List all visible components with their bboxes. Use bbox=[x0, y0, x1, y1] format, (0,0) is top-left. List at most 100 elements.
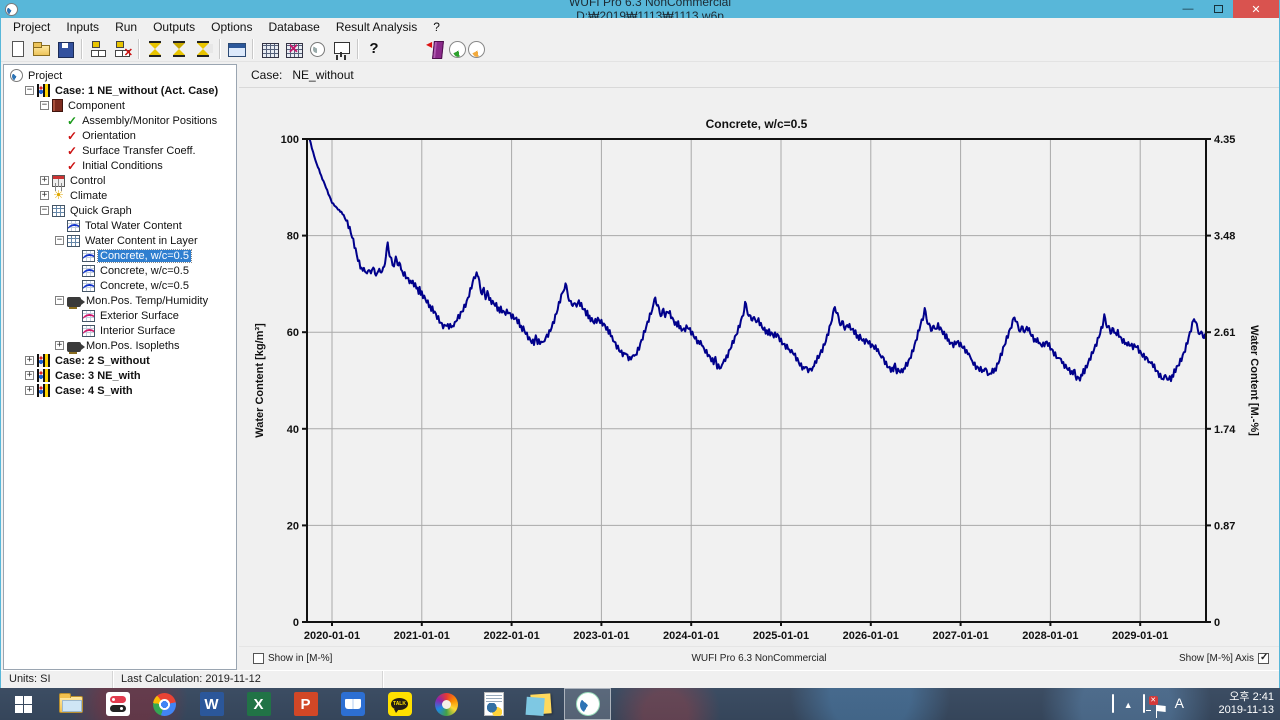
book-icon bbox=[52, 99, 63, 112]
restore-button[interactable] bbox=[1203, 0, 1233, 18]
minimize-button[interactable]: — bbox=[1182, 3, 1194, 15]
expand-icon[interactable]: + bbox=[25, 385, 34, 395]
taskbar: W X P TALK ▲ ✕ A 오후 2:41 2019-11-13 bbox=[0, 688, 1280, 720]
tree-item-case-3-ne-with[interactable]: + Case: 3 NE_with bbox=[4, 368, 236, 383]
collapse-icon[interactable]: − bbox=[55, 235, 64, 245]
tree-item-label: Initial Conditions bbox=[82, 159, 163, 172]
svg-text:100: 100 bbox=[281, 134, 299, 146]
tree-item-concrete-w-c-0-5[interactable]: Concrete, w/c=0.5 bbox=[4, 263, 236, 278]
expand-icon[interactable]: + bbox=[25, 355, 34, 365]
svg-text:1.74: 1.74 bbox=[1214, 424, 1236, 436]
help-icon[interactable]: ? bbox=[369, 39, 379, 57]
menu-inputs[interactable]: Inputs bbox=[66, 20, 100, 34]
tree-item-case-1-ne-without-act-case[interactable]: − Case: 1 NE_without (Act. Case) bbox=[4, 83, 236, 98]
tree-item-assembly-monitor-positions[interactable]: ✓ Assembly/Monitor Positions bbox=[4, 113, 236, 128]
tree-item-label: Concrete, w/c=0.5 bbox=[100, 264, 189, 277]
delete-case-icon[interactable] bbox=[111, 38, 133, 60]
tree-item-concrete-w-c-0-5[interactable]: Concrete, w/c=0.5 bbox=[4, 278, 236, 293]
tree-item-climate[interactable]: + ☀ Climate bbox=[4, 188, 236, 203]
tray-chevron-up-icon[interactable]: ▲ bbox=[1123, 700, 1133, 710]
tree-item-case-4-s-with[interactable]: + Case: 4 S_with bbox=[4, 383, 236, 398]
expand-icon[interactable]: + bbox=[25, 370, 34, 380]
expand-icon[interactable]: + bbox=[40, 175, 49, 185]
wufi-icon bbox=[10, 69, 23, 82]
result-table-icon[interactable] bbox=[258, 38, 280, 60]
tree-item-surface-transfer-coeff[interactable]: ✓ Surface Transfer Coeff. bbox=[4, 143, 236, 158]
menu-options[interactable]: Options bbox=[211, 20, 253, 34]
menu-database[interactable]: Database bbox=[268, 20, 320, 34]
collapse-icon[interactable]: − bbox=[25, 85, 34, 95]
tree-item-label: Water Content in Layer bbox=[85, 234, 198, 247]
tree-item-label: Assembly/Monitor Positions bbox=[82, 114, 218, 127]
new-project-icon[interactable] bbox=[6, 38, 28, 60]
calculate-all-icon[interactable] bbox=[168, 37, 190, 60]
tree-item-orientation[interactable]: ✓ Orientation bbox=[4, 128, 236, 143]
quick-graph-panel: 2020-01-01 2021-01-01 2022-01-01 2023-01-01… bbox=[239, 88, 1279, 646]
collapse-icon[interactable]: − bbox=[40, 205, 49, 215]
tree-item-label: Climate bbox=[70, 189, 108, 202]
open-project-icon[interactable] bbox=[30, 38, 52, 60]
tree-item-mon-pos-isopleths[interactable]: + Mon.Pos. Isopleths bbox=[4, 338, 236, 354]
taskbar-clock[interactable]: 오후 2:41 2019-11-13 bbox=[1219, 691, 1274, 717]
menu-run[interactable]: Run bbox=[115, 20, 138, 34]
show-m-percent-axis-checkbox[interactable] bbox=[1258, 652, 1269, 664]
taskbar-sticky-notes-icon[interactable] bbox=[517, 688, 564, 720]
taskbar-chrome-icon[interactable] bbox=[141, 688, 188, 720]
wufi-motion-icon[interactable] bbox=[306, 38, 328, 60]
table-icon bbox=[67, 234, 80, 247]
tree-item-initial-conditions[interactable]: ✓ Initial Conditions bbox=[4, 158, 236, 173]
collapse-icon[interactable]: − bbox=[55, 295, 64, 305]
tree-item-project[interactable]: Project bbox=[4, 68, 236, 83]
tree-item-water-content-in-layer[interactable]: − Water Content in Layer bbox=[4, 233, 236, 248]
taskbar-word-icon[interactable]: W bbox=[188, 688, 235, 720]
tree-item-total-water-content[interactable]: Total Water Content bbox=[4, 218, 236, 233]
collapse-icon[interactable]: − bbox=[40, 100, 49, 110]
close-button[interactable]: ✕ bbox=[1233, 0, 1279, 18]
taskbar-wufi-icon[interactable] bbox=[564, 688, 611, 720]
tree-item-control[interactable]: + Control bbox=[4, 173, 236, 188]
calculate-film-icon[interactable] bbox=[192, 37, 214, 60]
taskbar-excel-icon[interactable]: X bbox=[235, 688, 282, 720]
menu-outputs[interactable]: Outputs bbox=[153, 20, 196, 34]
taskbar-file-explorer-icon[interactable] bbox=[47, 688, 94, 720]
taskbar-paint-icon[interactable] bbox=[423, 688, 470, 720]
expand-icon[interactable]: + bbox=[40, 190, 49, 200]
calculate-icon[interactable] bbox=[144, 37, 166, 60]
menu-result-analysis[interactable]: Result Analysis bbox=[335, 20, 418, 34]
tree-item-exterior-surface[interactable]: Exterior Surface bbox=[4, 308, 236, 323]
tree-item-interior-surface[interactable]: Interior Surface bbox=[4, 323, 236, 338]
toolbar-separator bbox=[81, 38, 82, 59]
tree-item-label: Mon.Pos. Temp/Humidity bbox=[86, 294, 209, 307]
quick-graph-dialog-icon[interactable] bbox=[225, 38, 247, 60]
result-graph-icon[interactable] bbox=[282, 38, 304, 60]
taskbar-start-icon[interactable] bbox=[0, 688, 47, 720]
tree-item-quick-graph[interactable]: − Quick Graph bbox=[4, 203, 236, 218]
chart-blue-icon bbox=[82, 249, 95, 262]
check-red-icon: ✓ bbox=[67, 158, 78, 173]
svg-text:3.48: 3.48 bbox=[1214, 231, 1235, 243]
tree-item-concrete-w-c-0-5[interactable]: Concrete, w/c=0.5 bbox=[4, 248, 236, 263]
tree-item-component[interactable]: − Component bbox=[4, 98, 236, 113]
menu-[interactable]: ? bbox=[433, 20, 440, 34]
taskbar-kakaotalk-icon[interactable]: TALK bbox=[376, 688, 423, 720]
tray-ime-icon[interactable]: A bbox=[1174, 695, 1184, 711]
add-case-icon[interactable] bbox=[87, 38, 109, 60]
expand-icon[interactable]: + bbox=[55, 340, 64, 350]
menu-project[interactable]: Project bbox=[13, 20, 51, 34]
taskbar-toggle-app-icon[interactable] bbox=[94, 688, 141, 720]
tree-item-mon-pos-temp-humidity[interactable]: − Mon.Pos. Temp/Humidity bbox=[4, 293, 236, 309]
toolbar-separator bbox=[252, 38, 253, 59]
tree-item-label: Concrete, w/c=0.5 bbox=[100, 279, 189, 292]
taskbar-powerpoint-icon[interactable]: P bbox=[282, 688, 329, 720]
wufi-plus-orange-icon[interactable] bbox=[468, 41, 485, 58]
save-project-icon[interactable] bbox=[54, 38, 76, 60]
presentation-icon[interactable] bbox=[330, 38, 352, 60]
taskbar-ebook-icon[interactable] bbox=[329, 688, 376, 720]
tray-touch-keyboard-icon[interactable] bbox=[1111, 694, 1114, 713]
tree-item-case-2-s-without[interactable]: + Case: 2 S_without bbox=[4, 353, 236, 368]
wufi-plus-green-icon[interactable] bbox=[449, 41, 466, 58]
tray-tablet-icon[interactable] bbox=[1142, 694, 1145, 713]
wufi-graph-icon[interactable] bbox=[425, 38, 447, 60]
taskbar-python-notes-icon[interactable] bbox=[470, 688, 517, 720]
show-in-m-percent-checkbox[interactable] bbox=[253, 653, 264, 664]
